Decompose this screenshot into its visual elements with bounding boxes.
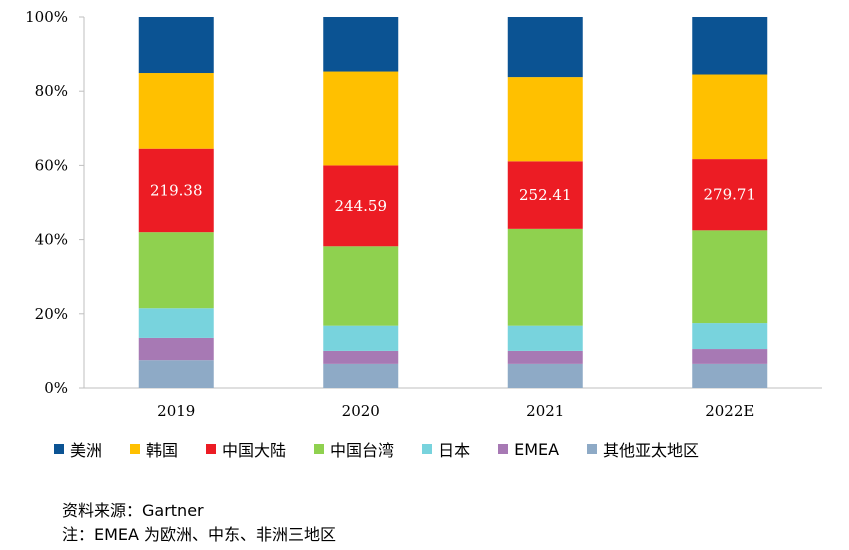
legend-swatch	[498, 444, 509, 454]
data-label: 219.38	[150, 181, 203, 199]
bar-segment	[323, 165, 399, 247]
y-tick-label: 0%	[44, 379, 68, 397]
legend-swatch	[314, 444, 325, 454]
legend-swatch	[587, 444, 598, 454]
bar-segment	[138, 148, 214, 233]
data-label: 244.59	[335, 197, 388, 215]
bar-segment	[507, 350, 583, 364]
x-tick-label: 2019	[157, 402, 195, 420]
bar-segment	[507, 228, 583, 326]
bar-segment	[138, 337, 214, 361]
x-tick-label: 2020	[342, 402, 380, 420]
legend-item: 其他亚太地区	[587, 437, 699, 461]
bar-segment	[323, 350, 399, 364]
legend-label: 其他亚太地区	[603, 441, 700, 460]
y-tick-label: 80%	[35, 82, 68, 100]
x-tick-label: 2021	[526, 402, 564, 420]
bar-segment	[692, 74, 768, 160]
legend-label: 中国台湾	[330, 441, 395, 460]
bar-segment	[692, 349, 768, 364]
bar-segment	[507, 363, 583, 388]
legend-label: 中国大陆	[222, 441, 287, 460]
legend-item: 韩国	[130, 437, 178, 461]
bar-segment	[323, 71, 399, 166]
legend-item: EMEA	[498, 440, 559, 459]
y-tick-label: 40%	[35, 231, 68, 249]
data-label: 279.71	[704, 186, 757, 204]
bar-segment	[323, 363, 399, 388]
legend-swatch	[422, 444, 433, 454]
bar-segment	[507, 77, 583, 162]
bar-segment	[138, 232, 214, 309]
bar-segment	[692, 230, 768, 324]
y-tick-label: 20%	[35, 305, 68, 323]
legend-label: EMEA	[514, 439, 560, 459]
legend-swatch	[206, 444, 217, 454]
footnote: 注：EMEA 为欧洲、中东、非洲三地区	[62, 525, 337, 544]
bar-segment	[138, 308, 214, 338]
bar-segment	[507, 325, 583, 351]
legend-item: 美洲	[54, 437, 102, 461]
legend-item: 中国大陆	[206, 437, 286, 461]
x-tick-label: 2022E	[705, 402, 754, 420]
bar-segment	[138, 360, 214, 388]
bar-segment	[692, 323, 768, 350]
bar-segment	[692, 363, 768, 388]
legend-item: 中国台湾	[314, 437, 394, 461]
bar-segment	[692, 17, 768, 75]
chart-legend: 美洲 韩国 中国大陆 中国台湾 日本 EMEA 其他亚太地区	[54, 437, 834, 461]
stacked-bar-chart: 0% 20% 40% 60% 80% 100% 219.38 2019 244.59 2020 25…	[25, 8, 822, 420]
legend-label: 韩国	[146, 441, 179, 460]
y-tick-label: 100%	[25, 8, 68, 26]
bar-segment	[692, 159, 768, 231]
legend-swatch	[130, 444, 141, 454]
source-note: 资料来源：Gartner	[62, 501, 204, 520]
bar-segment	[323, 17, 399, 72]
legend-label: 日本	[438, 441, 471, 460]
legend-label: 美洲	[70, 441, 103, 460]
bar-segment	[138, 73, 214, 149]
legend-swatch	[54, 444, 64, 454]
bar-segment	[507, 17, 583, 78]
data-label: 252.41	[519, 186, 572, 204]
bar-segment	[323, 325, 399, 351]
legend-item: 日本	[422, 437, 470, 461]
y-tick-label: 60%	[35, 156, 68, 174]
bar-segment	[138, 17, 214, 74]
bar-segment	[507, 161, 583, 229]
bar-segment	[323, 246, 399, 326]
